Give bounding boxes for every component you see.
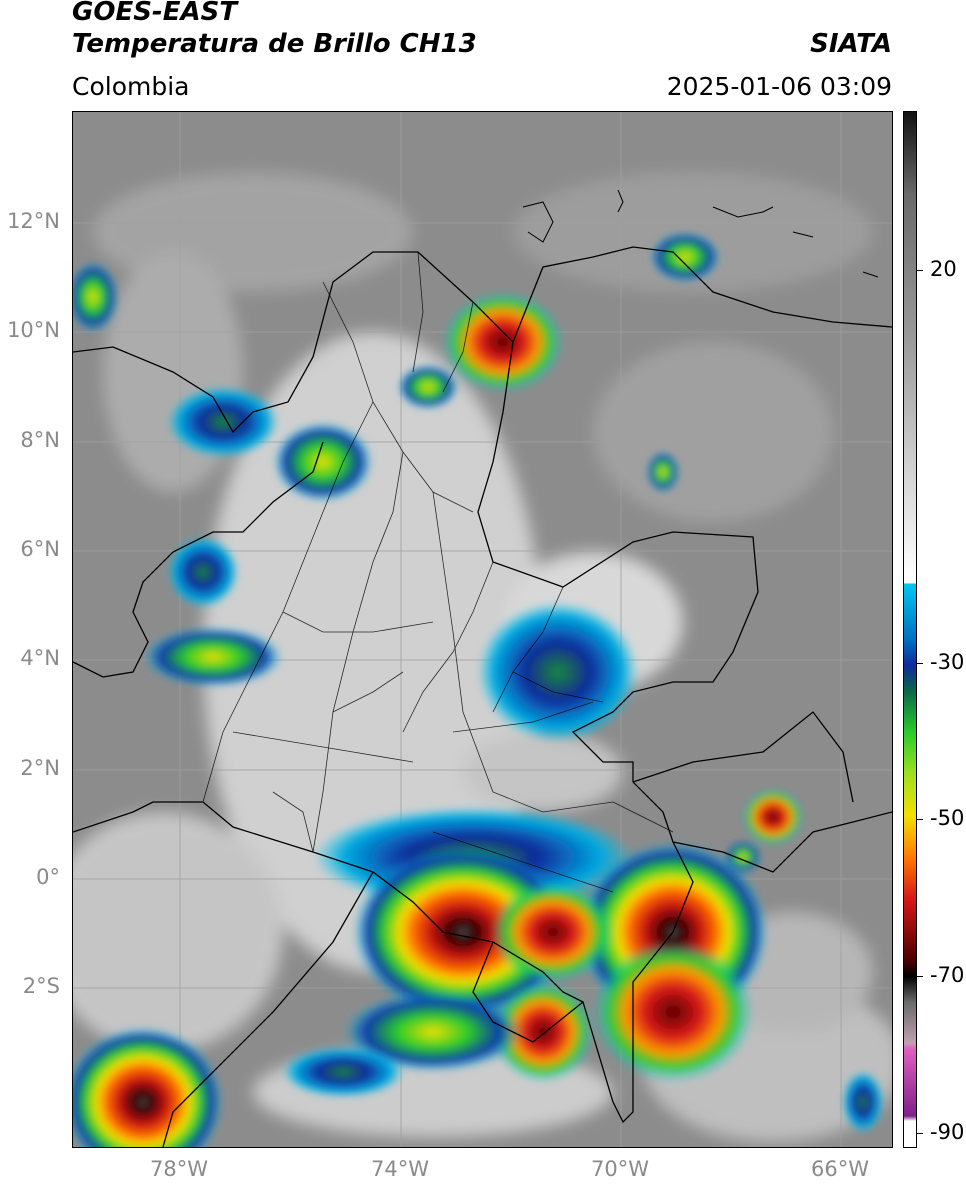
colorbar-label: -70 bbox=[930, 963, 965, 987]
lat-label: 10°N bbox=[7, 318, 60, 342]
colorbar-tick bbox=[917, 1133, 923, 1134]
lon-label: 74°W bbox=[371, 1157, 429, 1181]
lat-label: 0° bbox=[36, 865, 60, 889]
colorbar-label: -90 bbox=[930, 1120, 965, 1144]
lat-label: 8°N bbox=[20, 428, 60, 452]
lat-label: 6°N bbox=[20, 537, 60, 561]
department-borders bbox=[202, 251, 674, 893]
timestamp-label: 2025-01-06 03:09 bbox=[666, 72, 892, 101]
colorbar-label: -50 bbox=[930, 806, 965, 830]
convective-clouds bbox=[73, 232, 883, 1147]
satellite-title: GOES-EAST bbox=[72, 0, 238, 27]
region-label: Colombia bbox=[72, 72, 190, 101]
colorbar-tick bbox=[917, 819, 923, 820]
country-borders bbox=[73, 246, 892, 1147]
lon-label: 66°W bbox=[811, 1157, 869, 1181]
lon-label: 78°W bbox=[150, 1157, 208, 1181]
satellite-map bbox=[72, 111, 893, 1148]
temperature-colorbar bbox=[903, 111, 917, 1148]
colorbar-tick bbox=[917, 270, 923, 271]
brand-label: SIATA bbox=[810, 29, 892, 59]
lat-label: 2°N bbox=[20, 756, 60, 780]
colorbar-tick bbox=[917, 976, 923, 977]
colorbar-label: -30 bbox=[930, 650, 965, 674]
lat-label: 4°N bbox=[20, 646, 60, 670]
lat-label: 12°N bbox=[7, 209, 60, 233]
colorbar-label: 20 bbox=[930, 257, 957, 281]
lon-label: 70°W bbox=[591, 1157, 649, 1181]
product-title: Temperatura de Brillo CH13 bbox=[72, 29, 477, 59]
map-canvas bbox=[73, 112, 892, 1147]
coastline-islands bbox=[522, 189, 879, 278]
lat-label: 2°S bbox=[22, 974, 60, 998]
colorbar-tick bbox=[917, 663, 923, 664]
